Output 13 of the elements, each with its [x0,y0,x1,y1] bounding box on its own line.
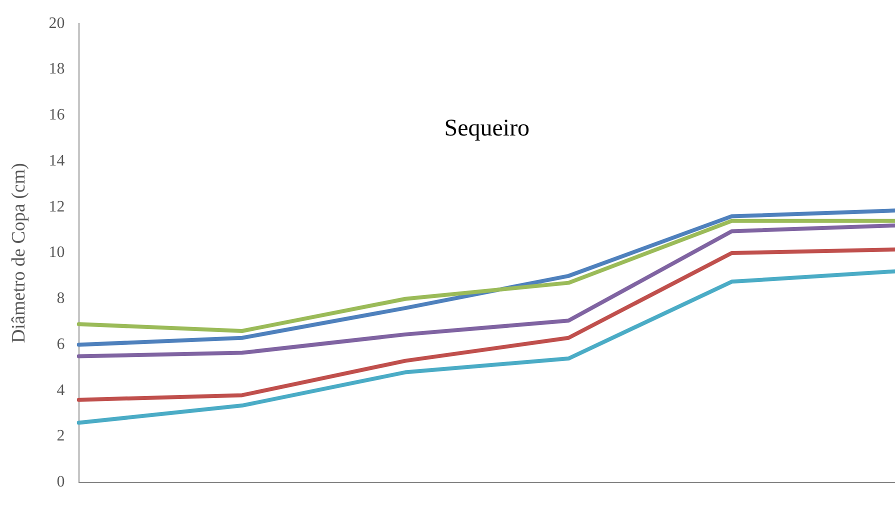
y-tick-label: 8 [56,290,65,308]
y-tick-label: 2 [56,428,65,445]
y-tick-label: 18 [48,60,65,78]
y-tick-label: 12 [48,198,65,216]
y-tick-label: 4 [56,382,65,399]
y-tick-label: 10 [48,244,65,262]
y-tick-label: 14 [48,152,65,170]
annotation: Sequeiro [444,115,530,142]
y-axis-title: Diâmetro de Copa (cm) [8,163,30,343]
y-tick-label: 20 [48,14,65,32]
y-tick-label: 6 [56,336,65,353]
y-tick-label: 16 [48,106,65,124]
y-tick-label: 0 [56,474,65,491]
